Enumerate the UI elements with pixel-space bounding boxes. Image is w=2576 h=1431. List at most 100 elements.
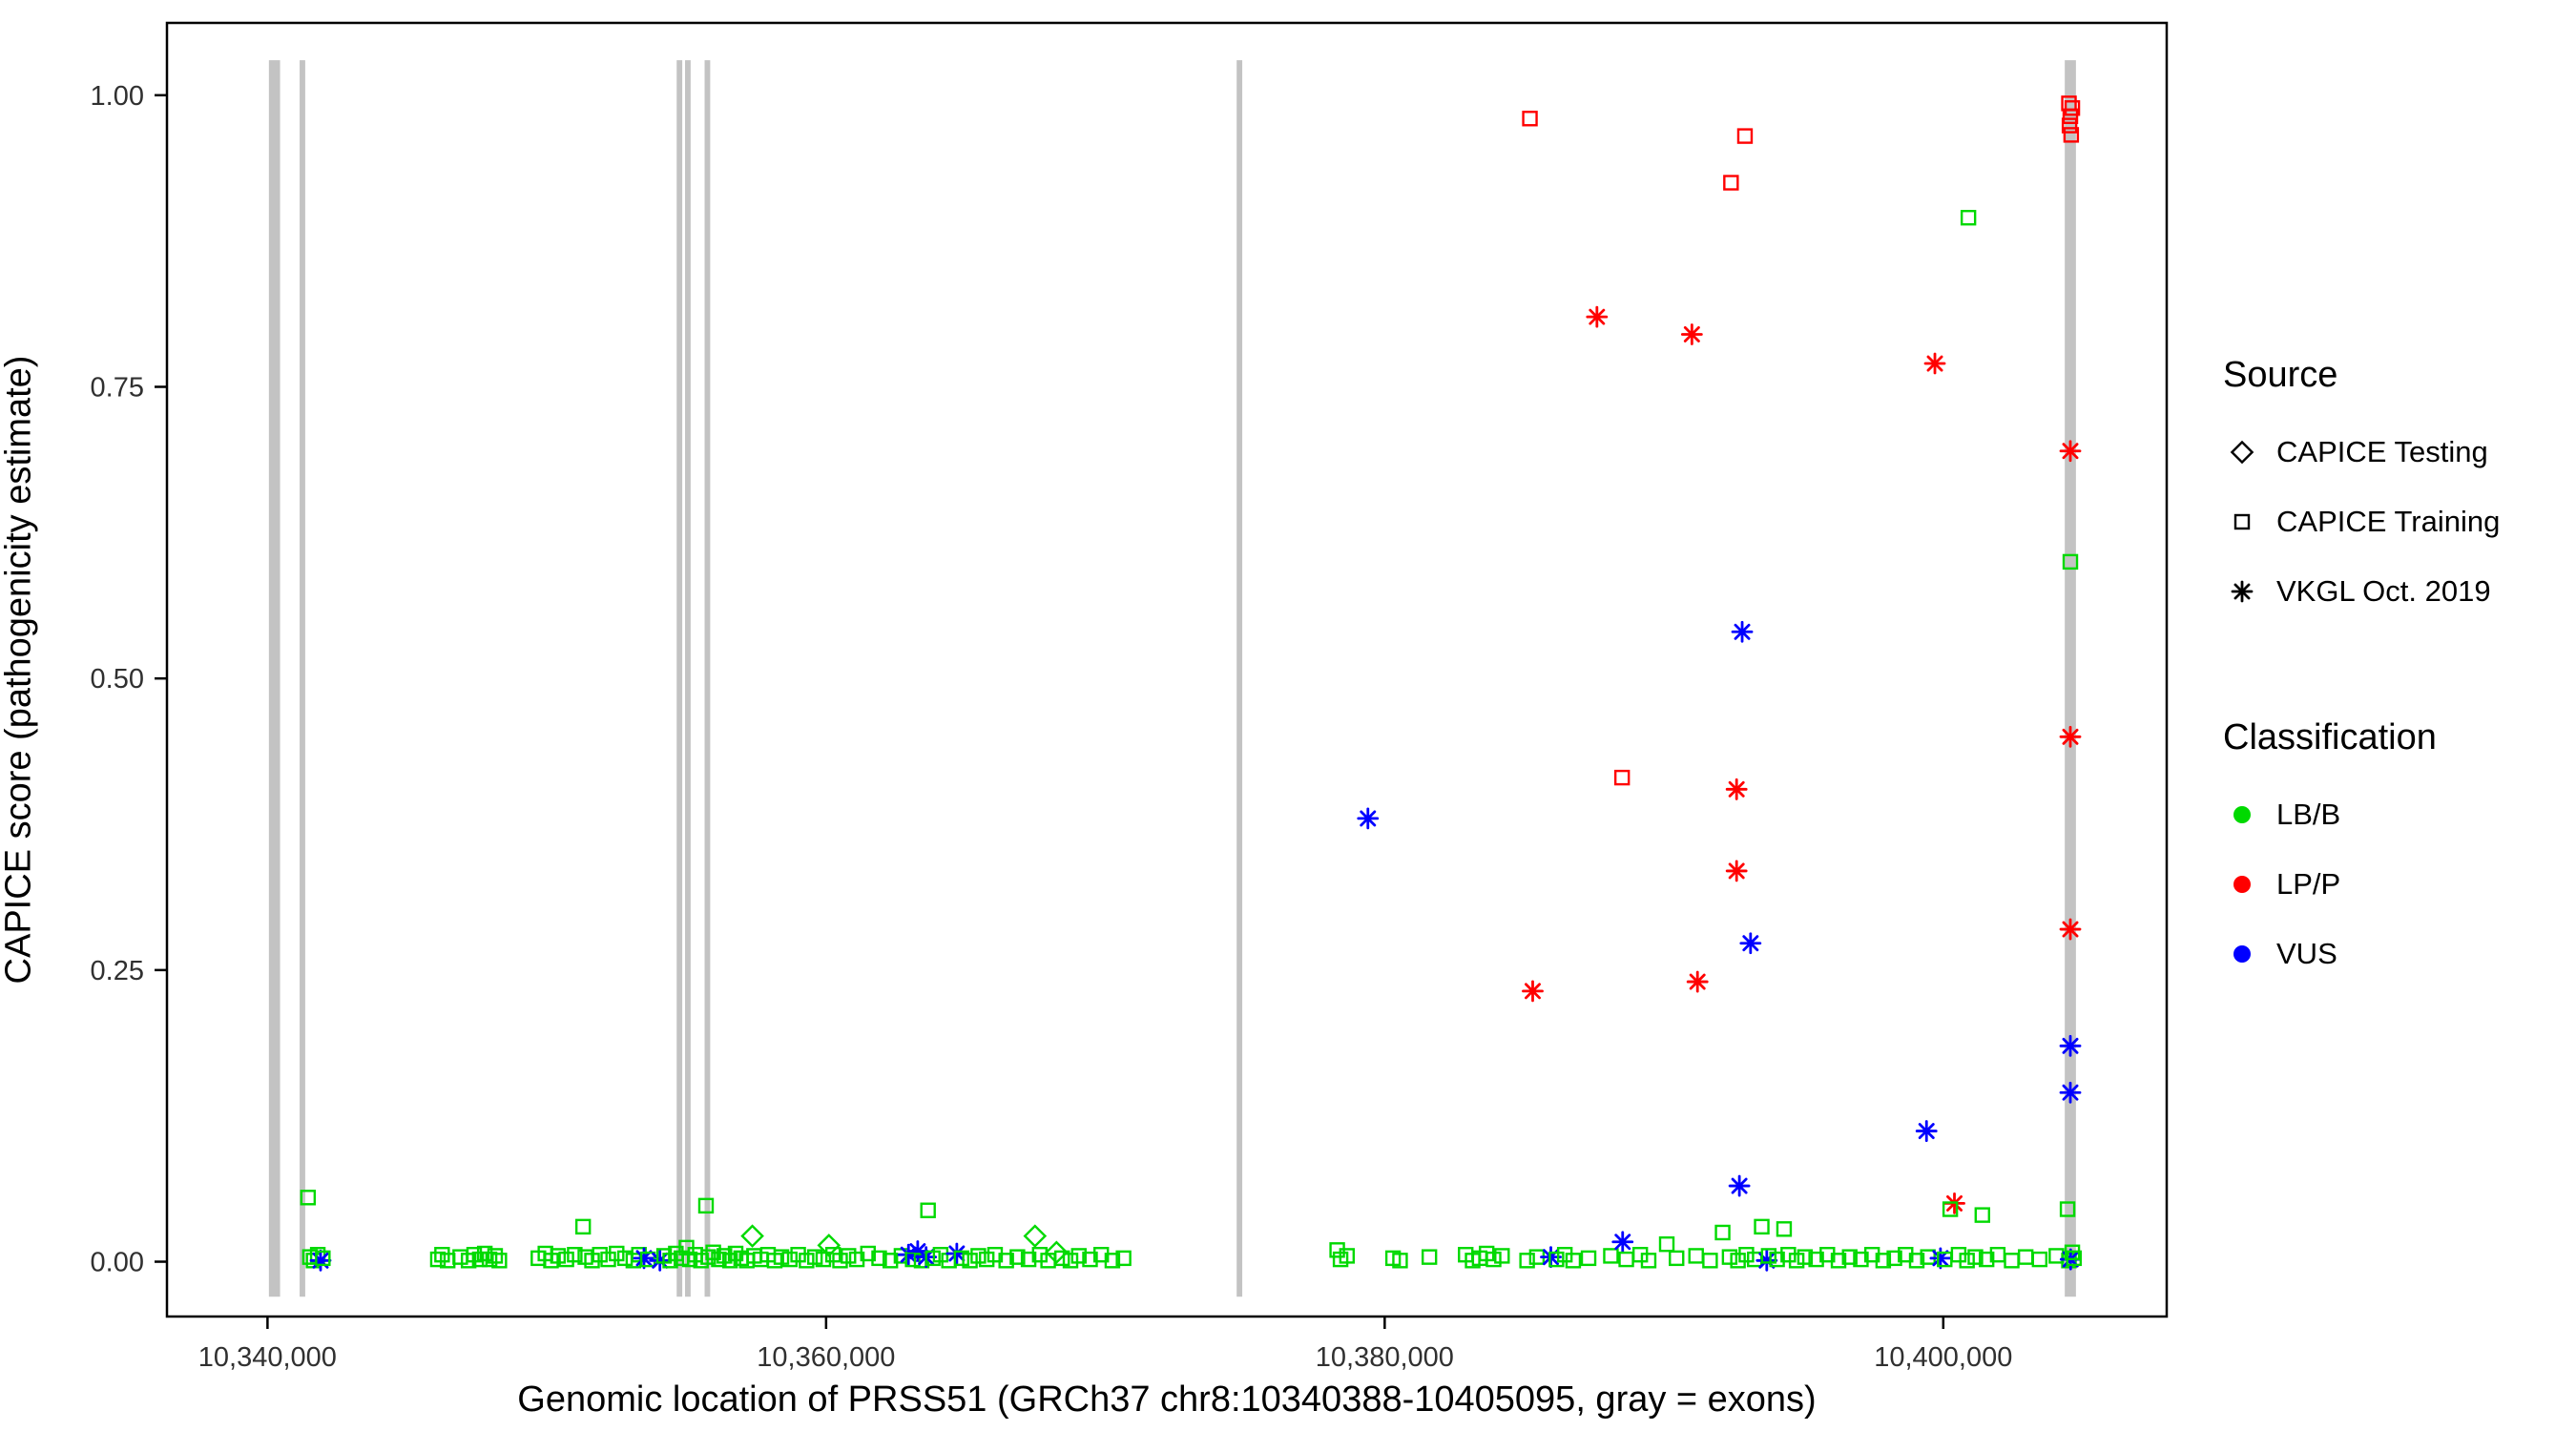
- data-point-square: [1519, 1253, 1535, 1269]
- legend-symbol: [2223, 796, 2261, 834]
- legend-group-source: Source CAPICE Testing CAPICE Training VKGL…: [2223, 355, 2566, 626]
- legend-symbol: [2223, 572, 2261, 611]
- data-point-square: [773, 1249, 790, 1265]
- data-point-square: [1009, 1249, 1026, 1265]
- data-point-square: [1613, 769, 1631, 786]
- data-point-square: [452, 1249, 468, 1265]
- data-point-asterisk: [2059, 440, 2082, 463]
- data-point-square: [1738, 1246, 1755, 1263]
- data-point-square: [1841, 1249, 1858, 1265]
- legend-group-classification: Classification LB/B LP/P VUS: [2223, 717, 2566, 988]
- data-point-square: [860, 1245, 876, 1262]
- legend-item-label: LP/P: [2276, 866, 2341, 901]
- data-point-diamond: [1023, 1224, 1048, 1248]
- x-tick-label: 10,340,000: [198, 1342, 337, 1373]
- data-point-square: [315, 1250, 331, 1267]
- exon-bar: [268, 60, 280, 1297]
- data-point-square: [1959, 1253, 1975, 1269]
- data-point-square: [487, 1248, 504, 1264]
- data-point-asterisk: [1680, 323, 1703, 345]
- data-point-square: [1853, 1251, 1869, 1268]
- data-point-square: [2004, 1253, 2020, 1269]
- data-point-square: [1702, 1253, 1718, 1269]
- data-point-square: [815, 1251, 832, 1268]
- square-icon: [2233, 513, 2251, 529]
- data-point-asterisk: [1923, 352, 1946, 375]
- legend-symbol: [2223, 503, 2261, 541]
- legend-item-vkgl-oct-2019: VKGL Oct. 2019: [2223, 556, 2566, 626]
- data-point-square: [1020, 1251, 1037, 1268]
- legend-item-lb-b: LB/B: [2223, 779, 2566, 849]
- data-point-square: [2063, 127, 2080, 143]
- data-point-square: [609, 1245, 625, 1262]
- panel-border: [165, 21, 2169, 1318]
- legend-item-label: VKGL Oct. 2019: [2276, 573, 2491, 608]
- data-point-square: [1978, 1251, 1995, 1268]
- legend-item-label: CAPICE Testing: [2276, 434, 2488, 468]
- data-point-square: [1565, 1253, 1582, 1269]
- data-point-square: [970, 1248, 987, 1264]
- data-point-square: [558, 1251, 574, 1268]
- data-point-square: [1886, 1250, 1902, 1267]
- data-point-asterisk: [1728, 1174, 1751, 1197]
- y-tick-label: 1.00: [91, 81, 144, 112]
- exon-bar: [704, 60, 711, 1297]
- data-point-asterisk: [1739, 932, 1762, 955]
- data-point-square: [1603, 1248, 1619, 1264]
- data-point-square: [1721, 1249, 1738, 1265]
- data-point-asterisk: [1586, 305, 1609, 328]
- exon-bar: [676, 60, 683, 1297]
- data-point-square: [300, 1190, 317, 1206]
- exon-bar: [300, 60, 305, 1297]
- data-point-asterisk: [1357, 807, 1380, 830]
- legend-item-capice-training: CAPICE Training: [2223, 487, 2566, 556]
- y-tick-label: 0.75: [91, 372, 144, 403]
- y-tick-label: 0.25: [91, 956, 144, 986]
- data-point-square: [832, 1253, 848, 1269]
- legend-title-source: Source: [2223, 355, 2338, 395]
- data-point-square: [920, 1202, 936, 1218]
- data-point-asterisk: [1929, 1247, 1952, 1270]
- data-point-asterisk: [2059, 1034, 2082, 1057]
- legend-item-capice-testing: CAPICE Testing: [2223, 417, 2566, 487]
- data-point-diamond: [740, 1224, 764, 1248]
- data-point-square: [1754, 1218, 1770, 1235]
- data-point-square: [1760, 1248, 1777, 1264]
- data-point-square: [799, 1253, 815, 1269]
- asterisk-icon: [2231, 580, 2254, 602]
- data-point-square: [491, 1253, 508, 1269]
- data-point-asterisk: [2059, 918, 2082, 941]
- data-point-square: [700, 1249, 717, 1265]
- color-dot-icon: [2233, 944, 2251, 963]
- data-point-square: [1776, 1221, 1793, 1237]
- exon-bar: [2065, 60, 2076, 1297]
- data-point-square: [1618, 1251, 1634, 1268]
- data-point-square: [1392, 1253, 1408, 1269]
- data-point-square: [574, 1218, 592, 1235]
- data-point-square: [1769, 1251, 1785, 1268]
- data-point-square: [1062, 1253, 1079, 1269]
- data-point-square: [1070, 1248, 1087, 1264]
- data-point-square: [2062, 108, 2079, 125]
- color-dot-icon: [2233, 875, 2251, 893]
- legend: Source CAPICE Testing CAPICE Training VKGL…: [2223, 355, 2566, 1080]
- x-tick-label: 10,400,000: [1874, 1342, 2012, 1373]
- data-point-square: [1548, 1251, 1565, 1268]
- data-point-square: [1658, 1235, 1675, 1253]
- data-point-square: [1522, 111, 1538, 127]
- data-point-square: [2061, 117, 2078, 134]
- data-point-asterisk: [2059, 1081, 2082, 1104]
- data-point-asterisk: [1915, 1120, 1938, 1142]
- data-point-square: [1942, 1201, 1959, 1217]
- data-point-square: [1875, 1253, 1892, 1269]
- legend-item-label: CAPICE Training: [2276, 504, 2501, 538]
- data-point-square: [1339, 1248, 1356, 1264]
- data-point-square: [429, 1251, 447, 1268]
- data-point-diamond: [1045, 1240, 1069, 1265]
- data-point-asterisk: [1755, 1249, 1778, 1272]
- data-point-square: [978, 1251, 995, 1268]
- data-point-square: [1669, 1250, 1685, 1267]
- data-point-square: [871, 1250, 887, 1267]
- data-point-square: [1115, 1250, 1132, 1267]
- legend-item-vus: VUS: [2223, 919, 2566, 988]
